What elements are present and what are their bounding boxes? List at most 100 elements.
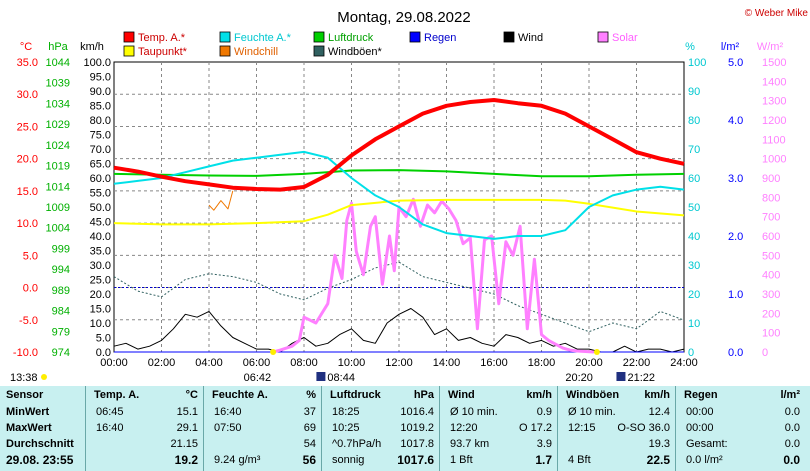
stats-row-value: 0.0: [784, 438, 800, 450]
series-layer: [113, 98, 685, 354]
stats-header: Wind km/h: [442, 388, 558, 403]
stats-column: Luftdruck hPa 18:25 1016.4 10:25 1019.2 ^0.7hP…: [324, 386, 440, 471]
legend-label: Windchill: [234, 46, 278, 58]
stats-header: Regen l/m²: [678, 388, 806, 403]
stats-row-detail: 18:25: [332, 406, 360, 418]
solar-tick-label: 1500: [762, 57, 786, 69]
stats-row: 4 Bft 22.5: [560, 453, 676, 468]
stats-row: 1 Bft 1.7: [442, 453, 558, 468]
stats-row: 16:40 37: [206, 405, 322, 420]
wind-tick-label: 0.0: [96, 347, 111, 359]
temp-tick-label: 5.0: [23, 250, 38, 262]
temp-tick-label: 15.0: [17, 186, 38, 198]
series-line-temp-a: [113, 98, 685, 192]
legend-label: Windböen*: [328, 46, 383, 58]
rain-tick-label: 0.0: [728, 347, 743, 359]
solar-tick-label: 800: [762, 192, 780, 204]
stats-header-unit: km/h: [526, 389, 552, 401]
rain-tick-label: 5.0: [728, 57, 743, 69]
wind-tick-label: 65.0: [90, 159, 111, 171]
time-tick-label: 02:00: [148, 357, 176, 369]
temp-axis-unit: °C: [20, 41, 32, 53]
dusk-label: 21:22: [627, 372, 655, 384]
column-separator: [439, 386, 440, 471]
humidity-tick-label: 100: [688, 57, 706, 69]
stats-row-detail: 16:40: [214, 406, 242, 418]
stats-row-value: 1017.6: [397, 453, 434, 467]
humidity-tick-label: 10: [688, 318, 700, 330]
column-separator: [321, 386, 322, 471]
stats-row-detail: 10:25: [332, 422, 360, 434]
column-separator: [557, 386, 558, 471]
stats-row: MinWert: [0, 405, 86, 420]
stats-header-unit: l/m²: [780, 389, 800, 401]
stats-row-detail: 12:15: [568, 422, 596, 434]
time-tick-label: 06:00: [243, 357, 271, 369]
axis-labels: °C hPa km/h% l/m² W/m²: [20, 41, 784, 53]
solar-tick-label: 900: [762, 173, 780, 185]
stats-row: 12:20 O 17.2: [442, 421, 558, 436]
wind-tick-label: 70.0: [90, 144, 111, 156]
pressure-tick-label: 989: [52, 285, 70, 297]
stats-header: Windböen km/h: [560, 388, 676, 403]
time-tick-label: 04:00: [195, 357, 223, 369]
wind-tick-label: 45.0: [90, 217, 111, 229]
stats-row: 19.3: [560, 437, 676, 452]
stats-row-value: O 17.2: [518, 422, 552, 434]
legend-label: Temp. A.*: [138, 32, 186, 44]
stats-row: ^0.7hPa/h 1017.8: [324, 437, 440, 452]
humidity-tick-label: 60: [688, 173, 700, 185]
legend-swatch: [219, 45, 231, 57]
stats-row-detail: sonnig: [332, 454, 365, 466]
weather-chart: Montag, 29.08.2022 © Weber Mike Temp. A.…: [10, 8, 808, 384]
stats-row-value: 0.9: [536, 406, 552, 418]
time-tick-label: 12:00: [385, 357, 413, 369]
column-separator: [203, 386, 204, 471]
sunset-label: 20:20: [565, 372, 593, 384]
humidity-tick-label: 40: [688, 231, 700, 243]
legend-swatch: [313, 31, 325, 43]
column-separator: [85, 386, 86, 471]
stats-row-detail: 4 Bft: [568, 454, 591, 466]
time-tick-label: 08:00: [290, 357, 318, 369]
pressure-tick-label: 1019: [46, 161, 70, 173]
wind-tick-label: 40.0: [90, 231, 111, 243]
humidity-tick-label: 80: [688, 115, 700, 127]
stats-row-value: O-SO 36.0: [617, 422, 670, 434]
moonrise-label: 13:38: [10, 372, 38, 384]
stats-row: Gesamt: 0.0: [678, 437, 806, 452]
solar-tick-label: 500: [762, 250, 780, 262]
stats-row: MaxWert: [0, 421, 86, 436]
stats-row-value: 15.1: [176, 406, 198, 418]
stats-row: 19.2: [88, 453, 204, 468]
wind-tick-label: 60.0: [90, 173, 111, 185]
humidity-tick-label: 50: [688, 202, 700, 214]
sunrise-label: 06:42: [244, 372, 272, 384]
series-line-taupunkt: [113, 198, 685, 226]
stats-row-value: 21.15: [170, 438, 198, 450]
pressure-tick-label: 1014: [46, 181, 70, 193]
stats-column: Windböen km/h Ø 10 min. 12.4 12:15 O-SO 36.0 1…: [560, 386, 676, 471]
statistics-table: Sensor MinWert MaxWert Durchschnitt 29.08. 2…: [0, 386, 810, 471]
dusk-icon: [616, 372, 626, 381]
stats-row-detail: 1 Bft: [450, 454, 473, 466]
stats-row-value: 19.2: [174, 453, 198, 467]
stats-header-title: Sensor: [6, 389, 44, 401]
stats-row: 12:15 O-SO 36.0: [560, 421, 676, 436]
solar-tick-label: 400: [762, 270, 780, 282]
temp-tick-label: 35.0: [17, 57, 38, 69]
pressure-tick-label: 1029: [46, 119, 70, 131]
stats-row-value: 0.0: [783, 453, 800, 467]
stats-header-title: Wind: [448, 389, 475, 401]
temp-tick-label: 10.0: [17, 218, 38, 230]
stats-header-title: Temp. A.: [94, 389, 140, 401]
humidity-tick-label: 20: [688, 289, 700, 301]
solar-tick-label: 100: [762, 328, 780, 340]
legend-label: Feuchte A.*: [234, 32, 292, 44]
sun-markers: 13:38 06:42 08:44 20:20 21:22: [10, 349, 655, 384]
series-line-solar: [272, 197, 594, 354]
wind-tick-label: 35.0: [90, 246, 111, 258]
stats-row: 10:25 1019.2: [324, 421, 440, 436]
stats-row: Durchschnitt: [0, 437, 86, 452]
series-line-windchill: [208, 190, 234, 211]
